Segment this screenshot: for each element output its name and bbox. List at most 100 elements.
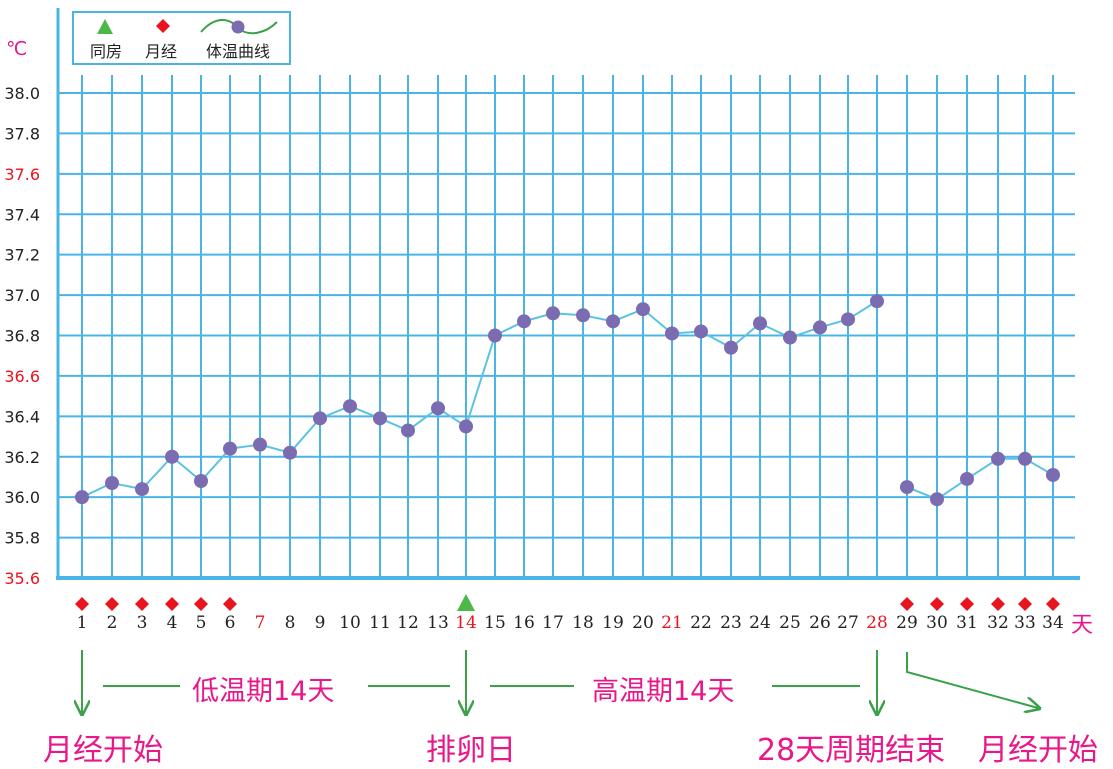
x-tick-labels: 1 2 3 4 5 6 7 8 9 10 11 12 13 14 15 16 17 18 19 20 21 22 23 24 2…	[77, 613, 1064, 633]
legend-intercourse-label: 同房	[90, 42, 123, 61]
x-tick-label: 2	[107, 613, 118, 633]
y-tick-label: 35.8	[4, 529, 40, 548]
temperature-point	[960, 471, 974, 486]
temperature-point	[1046, 467, 1060, 482]
temperature-point	[223, 441, 237, 456]
temperature-point	[459, 419, 473, 434]
x-tick-label: 1	[77, 613, 88, 633]
x-tick-label: 19	[602, 613, 624, 633]
temperature-point	[343, 399, 357, 414]
x-tick-label: 8	[285, 613, 296, 633]
period-marker	[194, 597, 208, 611]
next-cycle-arrow	[906, 652, 1038, 708]
y-tick-label: 36.4	[4, 407, 40, 426]
period-marker	[991, 597, 1005, 611]
y-axis-unit: ℃	[6, 38, 28, 60]
period-marker	[960, 597, 974, 611]
x-tick-label: 32	[987, 613, 1009, 633]
temperature-point	[1018, 451, 1032, 466]
x-tick-label: 24	[749, 613, 771, 633]
x-tick-label: 22	[690, 613, 712, 633]
temperature-point	[75, 490, 89, 505]
temperature-point	[135, 482, 149, 497]
x-tick-label: 18	[572, 613, 594, 633]
legend-curve-label: 体温曲线	[206, 42, 271, 61]
x-tick-label: 11	[369, 613, 391, 633]
axes	[56, 8, 1080, 580]
grid-lines	[58, 75, 1075, 578]
temperature-point	[165, 449, 179, 464]
y-tick-label: 37.0	[4, 286, 40, 305]
y-tick-label: 38.0	[4, 84, 40, 103]
period-marker	[75, 597, 89, 611]
x-tick-label: 12	[397, 613, 419, 633]
temperature-point	[105, 476, 119, 491]
temperature-point	[636, 302, 650, 317]
x-axis-unit: 天	[1071, 613, 1094, 638]
legend-period-label: 月经	[145, 42, 178, 61]
y-tick-label: 37.6	[4, 165, 40, 184]
temperature-point	[194, 474, 208, 488]
period-marker	[165, 597, 179, 611]
x-tick-label: 30	[926, 613, 948, 633]
x-tick-label: 4	[167, 613, 178, 633]
x-tick-label: 9	[315, 613, 326, 633]
period-marker	[1046, 597, 1060, 611]
period-legend-icon	[156, 19, 170, 33]
ovulation-day-label: 排卵日	[426, 733, 516, 768]
x-tick-label: 27	[837, 613, 859, 633]
x-tick-label: 26	[809, 613, 831, 633]
high-temp-period-label: 高温期14天	[592, 676, 735, 707]
cycle-end-label: 28天周期结束	[757, 733, 946, 768]
temperature-point	[431, 401, 445, 416]
temperature-point	[546, 306, 560, 321]
temperature-point	[576, 308, 590, 323]
period-start-label: 月经开始	[43, 733, 163, 768]
x-tick-label: 34	[1042, 613, 1064, 633]
legend: 同房 月经 体温曲线	[72, 11, 291, 65]
x-tick-label: 6	[225, 613, 236, 633]
x-tick-label: 7	[255, 613, 266, 633]
temperature-points	[75, 294, 1060, 507]
x-tick-label: 17	[542, 613, 564, 633]
y-tick-label: 35.6	[4, 569, 40, 588]
y-tick-label: 36.0	[4, 488, 40, 507]
temperature-point	[870, 294, 884, 309]
x-tick-label: 23	[720, 613, 742, 633]
temperature-point	[373, 411, 387, 426]
next-period-start-label: 月经开始	[978, 733, 1098, 768]
legend-symbols	[97, 19, 278, 35]
period-marker	[900, 597, 914, 611]
temperature-segment	[906, 457, 1054, 501]
temperature-point	[253, 437, 267, 452]
y-tick-label: 36.2	[4, 448, 40, 467]
x-tick-label: 28	[866, 613, 888, 633]
temperature-point	[813, 320, 827, 335]
temperature-point	[517, 314, 531, 329]
x-tick-label: 21	[661, 613, 683, 633]
temperature-point	[753, 316, 767, 331]
period-marker	[1018, 597, 1032, 611]
y-tick-label: 36.6	[4, 367, 40, 386]
event-markers	[75, 594, 1060, 611]
x-tick-label: 13	[427, 613, 449, 633]
x-tick-label: 29	[896, 613, 918, 633]
x-tick-label: 33	[1014, 613, 1036, 633]
temperature-point	[283, 445, 297, 460]
x-tick-label: 10	[339, 613, 361, 633]
y-tick-label: 37.2	[4, 246, 40, 265]
temperature-point	[488, 328, 502, 343]
x-tick-label: 16	[513, 613, 535, 633]
x-tick-label: 20	[632, 613, 654, 633]
temperature-point	[783, 330, 797, 345]
temperature-point	[665, 326, 679, 341]
period-marker	[930, 597, 944, 611]
y-tick-label: 37.8	[4, 124, 40, 143]
temperature-point	[694, 324, 708, 339]
x-tick-label: 15	[484, 613, 506, 633]
x-tick-label: 31	[956, 613, 978, 633]
x-tick-label: 5	[196, 613, 207, 633]
period-marker	[135, 597, 149, 611]
y-tick-label: 37.4	[4, 205, 40, 224]
